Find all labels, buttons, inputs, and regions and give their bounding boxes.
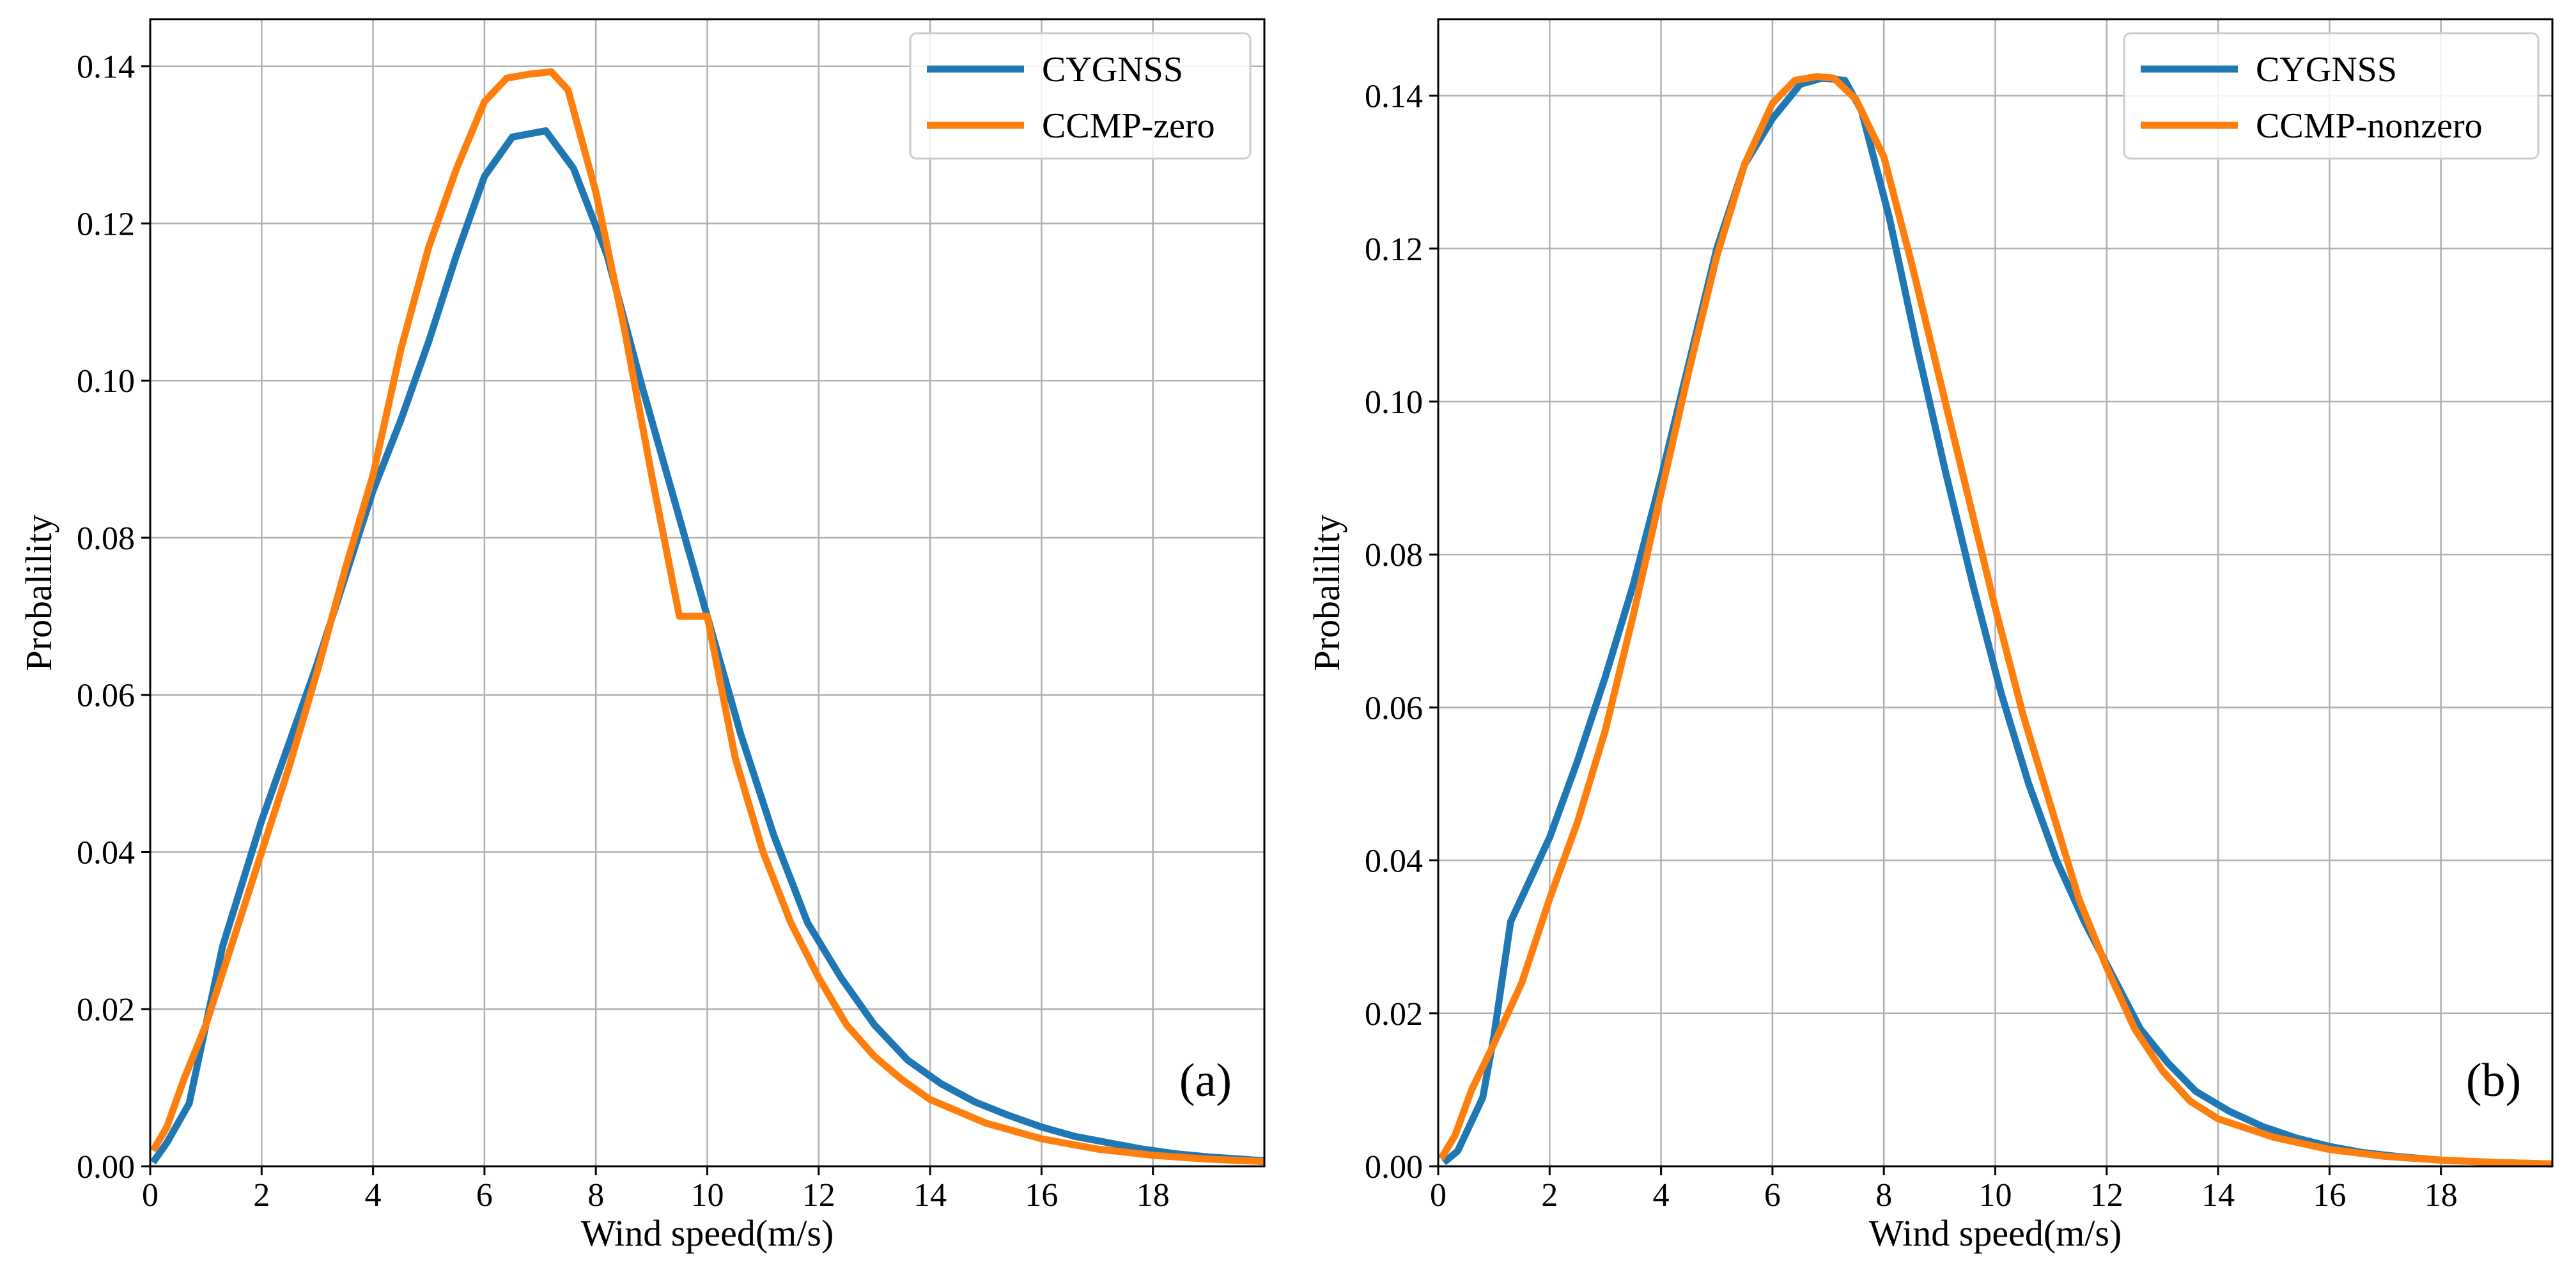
ticks-b: 0 2 4 6 8 10 12 14 16 18 0.00 0.02 0.04 0.06 0.08 0.10 0… (1365, 79, 2458, 1214)
legend-entry-label: CCMP-nonzero (2256, 106, 2483, 146)
chart-a-svg: 0 2 4 6 8 10 12 14 16 18 0.00 0.02 0.04 0.06 0.08 0.10 0… (18, 18, 1266, 1254)
x-tick-label: 18 (2425, 1177, 2458, 1214)
y-tick-label: 0.10 (77, 363, 135, 400)
x-tick-label: 2 (253, 1177, 270, 1214)
y-axis-label-b: Probalility (1306, 515, 1347, 671)
x-tick-label: 2 (1541, 1177, 1558, 1214)
x-tick-label: 12 (2090, 1177, 2123, 1214)
y-tick-label: 0.06 (1365, 690, 1423, 726)
y-tick-label: 0.10 (1365, 384, 1423, 421)
x-tick-label: 8 (1875, 1177, 1892, 1214)
y-tick-label: 0.14 (1365, 79, 1423, 115)
x-tick-label: 14 (2201, 1177, 2235, 1214)
x-tick-label: 0 (1430, 1177, 1447, 1214)
x-tick-label: 12 (802, 1177, 835, 1214)
x-tick-label: 14 (913, 1177, 947, 1214)
chart-panel-b: 0 2 4 6 8 10 12 14 16 18 0.00 0.02 0.04 0.06 0.08 0.10 0… (1288, 0, 2576, 1275)
series-line-cygnss (1441, 74, 2553, 1168)
x-tick-label: 16 (1025, 1177, 1058, 1214)
y-tick-label: 0.04 (77, 834, 135, 871)
x-tick-label: 18 (1137, 1177, 1170, 1214)
x-tick-label: 6 (476, 1177, 493, 1214)
y-tick-label: 0.02 (77, 992, 135, 1028)
series-line-ccmp-nonzero (1438, 73, 2553, 1168)
ticks-a: 0 2 4 6 8 10 12 14 16 18 0.00 0.02 0.04 0.06 0.08 0.10 0… (77, 49, 1170, 1214)
series-a (150, 68, 1265, 1166)
x-tick-label: 4 (365, 1177, 382, 1214)
y-tick-label: 0.00 (1365, 1149, 1423, 1185)
y-tick-label: 0.04 (1365, 843, 1423, 880)
legend-a: CYGNSS CCMP-zero (909, 32, 1252, 160)
chart-b-svg: 0 2 4 6 8 10 12 14 16 18 0.00 0.02 0.04 0.06 0.08 0.10 0… (1306, 18, 2554, 1254)
y-tick-label: 0.08 (77, 520, 135, 557)
grid-a (149, 19, 1264, 1168)
x-tick-label: 4 (1653, 1177, 1670, 1214)
series-b (1438, 73, 2553, 1168)
series-line-cygnss (150, 127, 1265, 1165)
y-tick-label: 0.00 (77, 1149, 135, 1185)
legend-b: CYGNSS CCMP-nonzero (2123, 32, 2540, 160)
legend-entry-label: CYGNSS (2256, 50, 2397, 90)
x-tick-label: 8 (587, 1177, 604, 1214)
x-tick-label: 16 (2313, 1177, 2346, 1214)
y-tick-label: 0.02 (1365, 996, 1423, 1033)
panel-label-a: (a) (1179, 1054, 1232, 1107)
chart-panel-a: 0 2 4 6 8 10 12 14 16 18 0.00 0.02 0.04 0.06 0.08 0.10 0… (18, 18, 1266, 1254)
y-tick-label: 0.14 (77, 49, 135, 86)
legend-entry-label: CYGNSS (1042, 50, 1183, 90)
grid-b (1437, 19, 2552, 1168)
x-axis-label-a: Wind speed(m/s) (581, 1212, 834, 1254)
series-line-ccmp-zero (150, 68, 1265, 1166)
y-axis-label-a: Probalility (18, 515, 59, 671)
x-tick-label: 10 (691, 1177, 724, 1214)
legend-entry-label: CCMP-zero (1042, 106, 1215, 146)
y-tick-label: 0.08 (1365, 537, 1423, 574)
y-tick-label: 0.12 (1365, 231, 1423, 268)
x-tick-label: 0 (142, 1177, 159, 1214)
y-tick-label: 0.06 (77, 678, 135, 714)
x-axis-label-b: Wind speed(m/s) (1869, 1212, 2122, 1254)
x-tick-label: 10 (1979, 1177, 2012, 1214)
y-tick-label: 0.12 (77, 206, 135, 242)
x-tick-label: 6 (1764, 1177, 1781, 1214)
panel-label-b: (b) (2466, 1054, 2521, 1107)
